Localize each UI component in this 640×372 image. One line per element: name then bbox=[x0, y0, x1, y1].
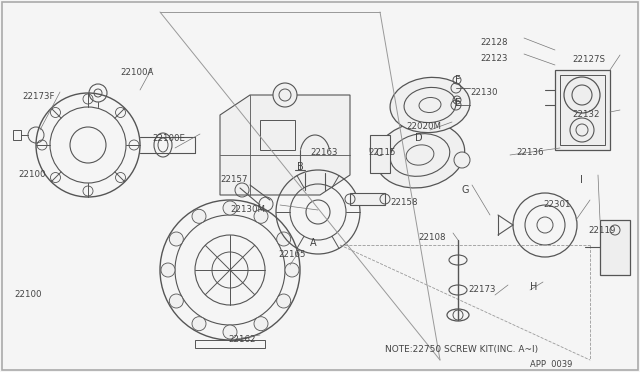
Text: 22132: 22132 bbox=[572, 110, 600, 119]
Circle shape bbox=[370, 142, 386, 158]
Text: 22130M: 22130M bbox=[230, 205, 265, 214]
Bar bbox=[560, 75, 605, 145]
Text: NOTE:22750 SCREW KIT(INC. A~I): NOTE:22750 SCREW KIT(INC. A~I) bbox=[385, 345, 538, 354]
Circle shape bbox=[454, 152, 470, 168]
Text: 22173: 22173 bbox=[468, 285, 495, 294]
Bar bbox=[195, 340, 265, 348]
Circle shape bbox=[223, 325, 237, 339]
Text: 22130: 22130 bbox=[470, 88, 497, 97]
Circle shape bbox=[223, 201, 237, 215]
Bar bbox=[555, 70, 610, 150]
Circle shape bbox=[254, 209, 268, 223]
Circle shape bbox=[570, 118, 594, 142]
Text: 22128: 22128 bbox=[480, 38, 508, 47]
Text: 22100: 22100 bbox=[18, 170, 45, 179]
Text: 22020M: 22020M bbox=[406, 122, 441, 131]
Circle shape bbox=[192, 317, 206, 331]
Text: 22100A: 22100A bbox=[120, 68, 154, 77]
Circle shape bbox=[170, 232, 183, 246]
Text: 22127S: 22127S bbox=[572, 55, 605, 64]
Text: 22100: 22100 bbox=[14, 290, 42, 299]
Circle shape bbox=[276, 294, 291, 308]
Text: 22115: 22115 bbox=[368, 148, 396, 157]
Circle shape bbox=[276, 232, 291, 246]
Text: B: B bbox=[297, 162, 304, 172]
Circle shape bbox=[161, 263, 175, 277]
Text: I: I bbox=[580, 175, 583, 185]
Text: 22301: 22301 bbox=[543, 200, 570, 209]
Text: G: G bbox=[462, 185, 470, 195]
Text: D: D bbox=[415, 133, 422, 143]
Text: 22165: 22165 bbox=[278, 250, 305, 259]
Text: 22123: 22123 bbox=[480, 54, 508, 63]
Text: E: E bbox=[455, 98, 461, 108]
Text: 22173F: 22173F bbox=[22, 92, 54, 101]
Text: 22158: 22158 bbox=[390, 198, 417, 207]
Text: F: F bbox=[455, 75, 461, 85]
Bar bbox=[370, 135, 390, 173]
Text: C: C bbox=[375, 148, 381, 158]
Text: 22119: 22119 bbox=[588, 226, 616, 235]
Bar bbox=[260, 120, 295, 150]
Bar bbox=[350, 193, 385, 205]
Text: APP  0039: APP 0039 bbox=[530, 360, 572, 369]
Polygon shape bbox=[220, 95, 350, 195]
Text: 22108: 22108 bbox=[418, 233, 445, 242]
Text: 22163: 22163 bbox=[310, 148, 337, 157]
Circle shape bbox=[254, 317, 268, 331]
Circle shape bbox=[170, 294, 183, 308]
Circle shape bbox=[564, 77, 600, 113]
Bar bbox=[600, 220, 630, 275]
Text: 22100E: 22100E bbox=[152, 134, 185, 143]
Circle shape bbox=[285, 263, 299, 277]
Circle shape bbox=[273, 83, 297, 107]
Text: 22136: 22136 bbox=[516, 148, 543, 157]
Bar bbox=[13, 130, 21, 140]
Text: 22162: 22162 bbox=[228, 335, 255, 344]
Text: H: H bbox=[530, 282, 538, 292]
Ellipse shape bbox=[390, 77, 470, 132]
Ellipse shape bbox=[375, 122, 465, 188]
Text: 22157: 22157 bbox=[220, 175, 248, 184]
Circle shape bbox=[192, 209, 206, 223]
Text: A: A bbox=[310, 238, 317, 248]
